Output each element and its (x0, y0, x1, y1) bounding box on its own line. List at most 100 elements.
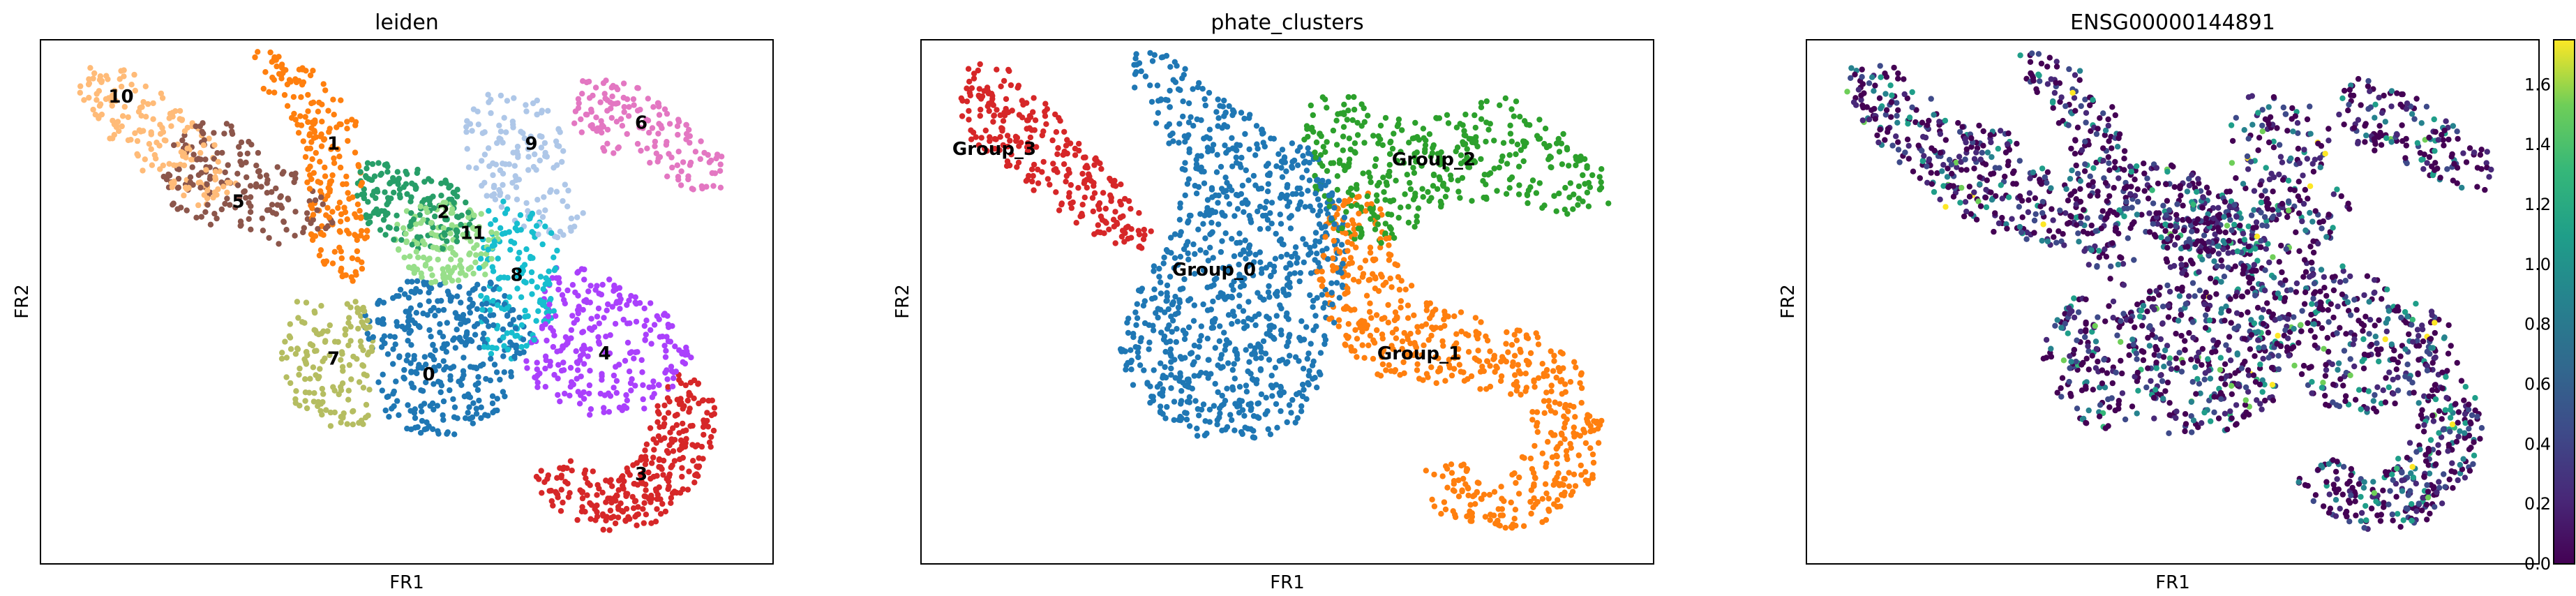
point-cluster-Group_1 (1509, 363, 1515, 369)
point-cluster-3 (579, 489, 586, 495)
point-cluster-11 (414, 240, 421, 247)
point-cluster-7 (323, 407, 329, 413)
point-cluster-0 (489, 400, 496, 407)
point-cluster-2 (377, 227, 384, 233)
point-cluster-Group_2 (1379, 142, 1386, 149)
point-cluster-Group_3 (1027, 134, 1034, 141)
point-cluster-Group_2 (1566, 194, 1573, 200)
point-cluster-Group_3 (1095, 222, 1102, 228)
point-expression (2060, 231, 2066, 237)
point-cluster-Group_0 (1292, 419, 1298, 426)
point-cluster-Group_1 (1342, 290, 1348, 297)
point-cluster-4 (595, 305, 602, 312)
point-cluster-0 (426, 327, 433, 334)
point-cluster-4 (603, 334, 609, 340)
point-cluster-0 (509, 342, 516, 348)
point-cluster-Group_0 (1252, 251, 1259, 258)
point-cluster-11 (450, 249, 456, 256)
point-cluster-9 (514, 196, 521, 202)
point-cluster-Group_1 (1545, 438, 1551, 445)
point-cluster-5 (202, 156, 209, 163)
point-cluster-11 (466, 251, 472, 258)
point-cluster-4 (567, 364, 574, 371)
point-cluster-3 (642, 447, 648, 454)
point-cluster-Group_0 (1236, 261, 1242, 268)
point-cluster-Group_1 (1539, 496, 1545, 502)
point-cluster-Group_2 (1421, 135, 1427, 141)
point-cluster-0 (435, 378, 442, 385)
point-expression (2426, 470, 2433, 477)
point-cluster-Group_2 (1358, 232, 1365, 238)
point-cluster-Group_2 (1483, 98, 1490, 105)
point-cluster-Group_2 (1580, 172, 1586, 179)
point-cluster-Group_0 (1307, 244, 1313, 251)
point-expression (2360, 365, 2367, 372)
point-cluster-Group_0 (1136, 60, 1143, 66)
point-expression (2218, 310, 2224, 316)
point-cluster-6 (687, 159, 694, 166)
point-cluster-1 (313, 149, 319, 156)
point-cluster-Group_2 (1324, 167, 1331, 174)
point-cluster-4 (574, 359, 581, 366)
point-cluster-11 (473, 252, 479, 258)
point-cluster-7 (287, 346, 294, 352)
point-cluster-3 (588, 502, 594, 508)
point-cluster-4 (639, 369, 645, 375)
point-cluster-Group_1 (1335, 323, 1342, 329)
point-cluster-Group_2 (1507, 122, 1513, 128)
point-cluster-Group_1 (1587, 428, 1594, 435)
point-expression (2050, 217, 2056, 223)
point-cluster-0 (451, 431, 458, 438)
point-cluster-Group_3 (966, 78, 973, 85)
point-cluster-Group_0 (1218, 248, 1225, 255)
point-cluster-Group_3 (1054, 151, 1061, 158)
point-cluster-Group_2 (1546, 142, 1552, 149)
point-cluster-4 (560, 297, 567, 303)
point-cluster-7 (331, 409, 338, 416)
point-cluster-Group_1 (1554, 461, 1560, 467)
point-cluster-6 (713, 155, 719, 162)
point-cluster-10 (158, 90, 165, 97)
point-cluster-Group_0 (1296, 278, 1303, 285)
point-cluster-6 (630, 96, 637, 103)
point-cluster-Group_1 (1516, 474, 1522, 481)
point-cluster-Group_0 (1184, 376, 1191, 382)
point-cluster-8 (522, 307, 528, 314)
point-cluster-Group_0 (1170, 299, 1176, 306)
point-cluster-Group_0 (1186, 146, 1192, 152)
point-cluster-1 (357, 207, 363, 214)
point-cluster-1 (334, 124, 340, 131)
point-cluster-0 (444, 429, 451, 435)
point-cluster-Group_0 (1220, 103, 1227, 110)
cluster-label-8: 8 (510, 265, 523, 285)
point-cluster-Group_2 (1464, 146, 1470, 152)
point-cluster-11 (413, 248, 419, 255)
point-cluster-Group_3 (1098, 165, 1104, 172)
point-cluster-2 (430, 205, 437, 211)
point-cluster-Group_0 (1217, 323, 1223, 329)
point-cluster-Group_2 (1426, 131, 1433, 137)
point-cluster-1 (318, 131, 324, 137)
point-cluster-0 (417, 289, 424, 295)
point-cluster-3 (558, 475, 564, 481)
point-cluster-Group_0 (1205, 357, 1212, 363)
point-cluster-Group_1 (1387, 275, 1393, 282)
point-cluster-Group_2 (1382, 221, 1389, 227)
point-expression (2387, 488, 2393, 494)
point-cluster-10 (197, 179, 204, 186)
point-cluster-Group_3 (1063, 172, 1070, 179)
point-cluster-10 (143, 114, 149, 120)
point-cluster-Group_1 (1450, 508, 1456, 514)
point-cluster-Group_0 (1241, 319, 1247, 325)
point-cluster-1 (274, 63, 280, 70)
point-cluster-10 (98, 77, 105, 84)
point-cluster-Group_0 (1230, 308, 1236, 315)
point-cluster-Group_0 (1229, 163, 1236, 170)
point-cluster-1 (346, 195, 352, 202)
point-cluster-4 (638, 357, 645, 364)
point-cluster-11 (448, 244, 454, 251)
point-cluster-1 (326, 128, 332, 135)
point-cluster-Group_1 (1527, 350, 1534, 357)
point-cluster-Group_0 (1147, 82, 1153, 89)
point-cluster-Group_1 (1336, 248, 1343, 255)
